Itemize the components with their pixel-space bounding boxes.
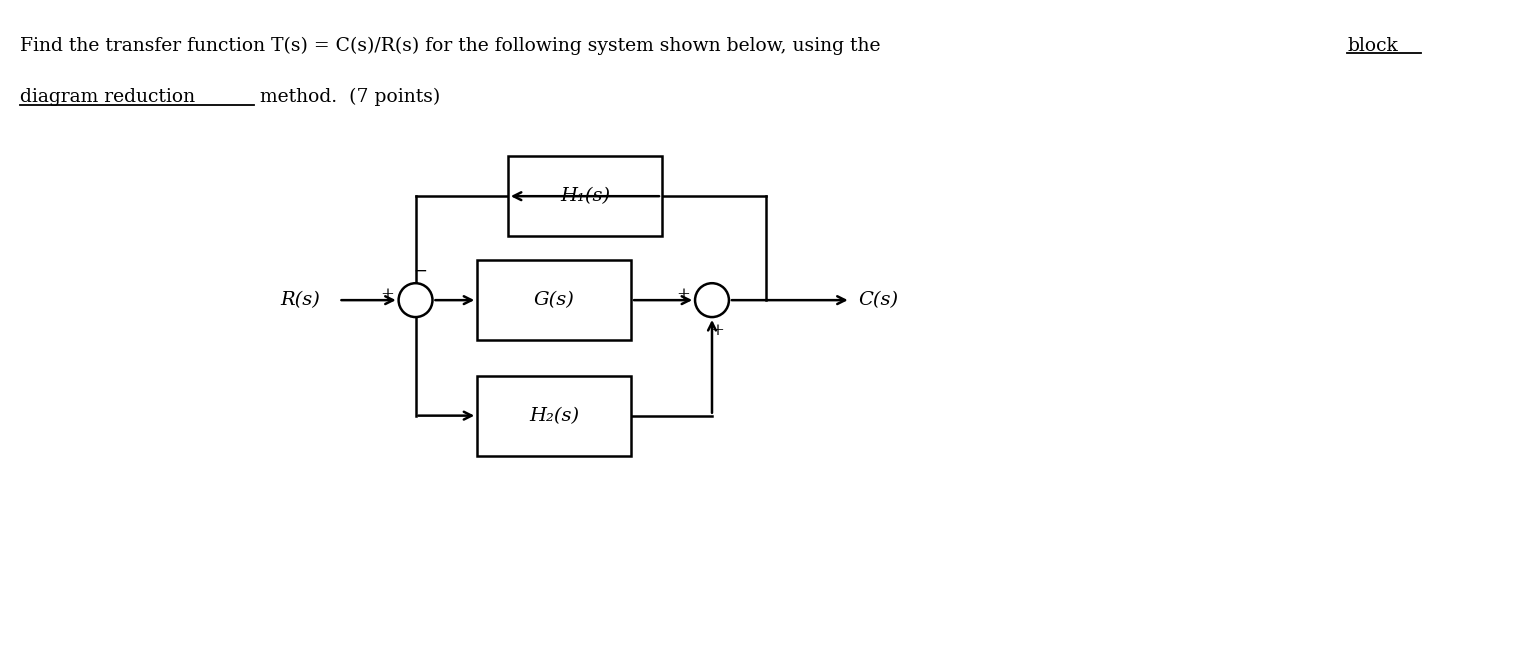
Text: method.  (7 points): method. (7 points) xyxy=(254,88,440,106)
Text: diagram reduction: diagram reduction xyxy=(20,88,195,106)
Bar xyxy=(477,260,631,340)
Bar xyxy=(477,376,631,456)
Text: block: block xyxy=(1347,37,1398,55)
Text: +: + xyxy=(677,286,691,303)
Text: H₂(s): H₂(s) xyxy=(529,407,580,425)
Circle shape xyxy=(398,283,432,317)
Text: +: + xyxy=(711,322,724,340)
Text: H₁(s): H₁(s) xyxy=(560,187,611,205)
Text: C(s): C(s) xyxy=(858,291,898,309)
Text: −: − xyxy=(414,263,428,280)
Text: +: + xyxy=(380,286,394,303)
Text: R(s): R(s) xyxy=(281,291,320,309)
Bar xyxy=(508,156,661,236)
Text: G(s): G(s) xyxy=(534,291,575,309)
Text: Find the transfer function T(s) = C(s)/R(s) for the following system shown below: Find the transfer function T(s) = C(s)/R… xyxy=(20,37,886,55)
Circle shape xyxy=(695,283,729,317)
